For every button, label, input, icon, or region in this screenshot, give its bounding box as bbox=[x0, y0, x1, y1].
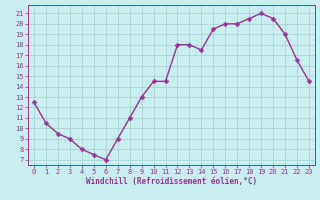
X-axis label: Windchill (Refroidissement éolien,°C): Windchill (Refroidissement éolien,°C) bbox=[86, 177, 257, 186]
